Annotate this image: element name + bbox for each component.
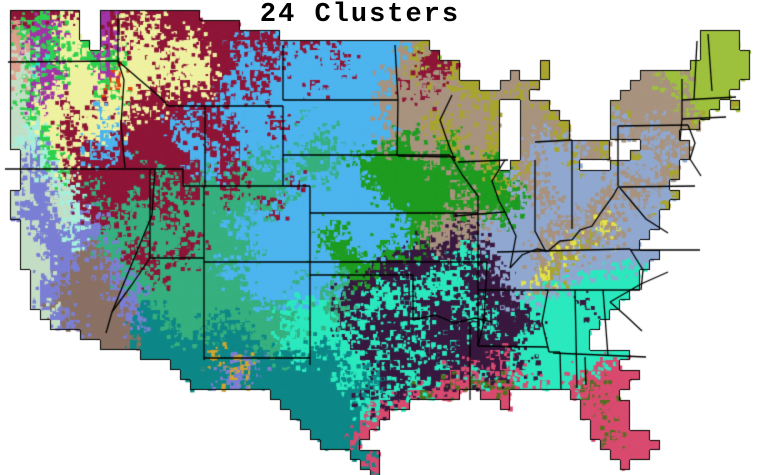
map-title: 24 Clusters [259,0,461,30]
